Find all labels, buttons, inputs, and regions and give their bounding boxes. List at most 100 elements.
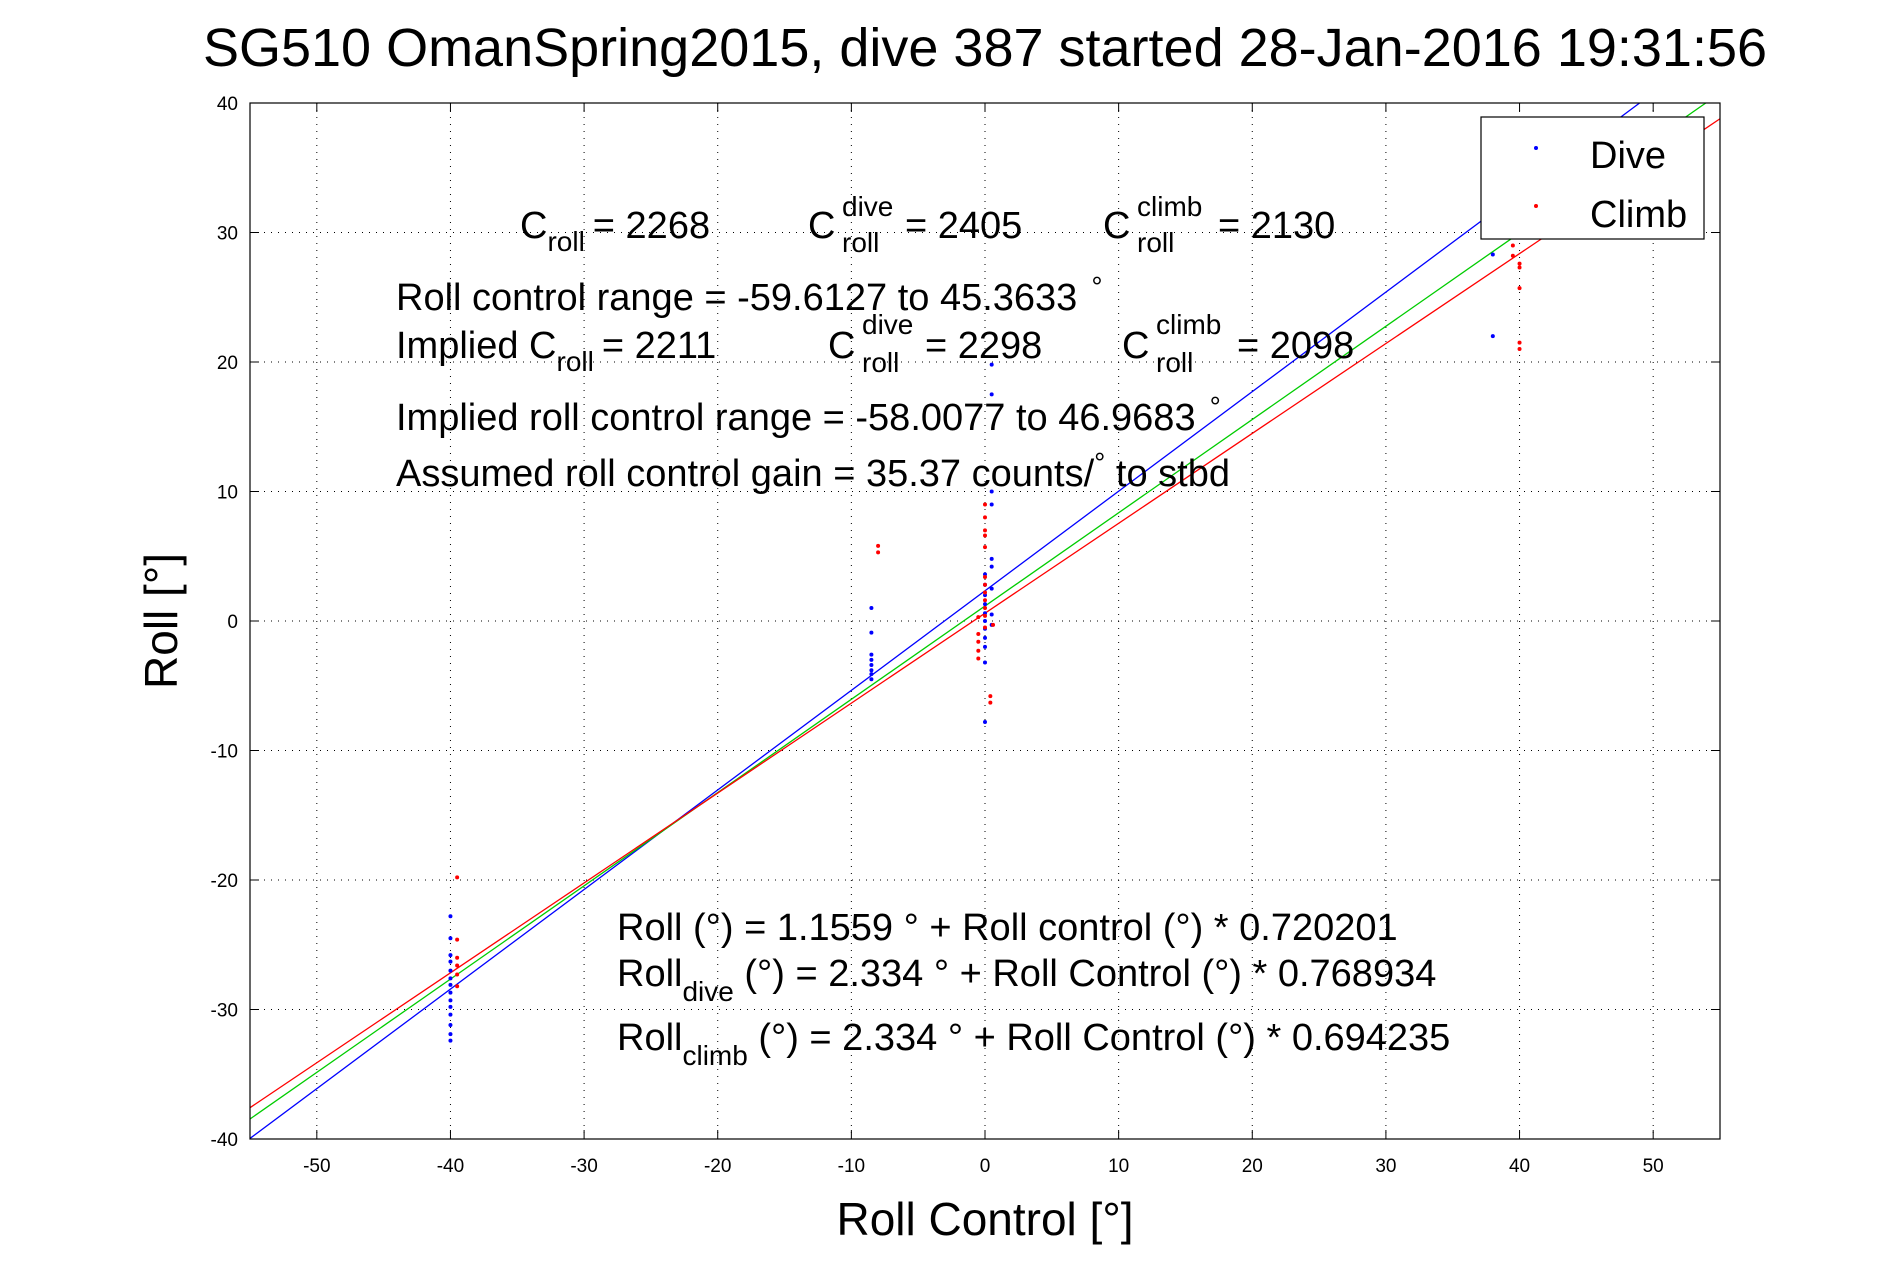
data-point xyxy=(989,362,994,367)
y-tick-label: -20 xyxy=(211,871,238,892)
data-point xyxy=(1510,253,1515,258)
data-point xyxy=(455,875,460,880)
x-tick-label: 20 xyxy=(1242,1156,1263,1177)
data-point xyxy=(869,606,874,611)
data-point xyxy=(983,502,987,507)
data-point xyxy=(448,1012,453,1017)
data-point xyxy=(1517,286,1522,291)
data-point xyxy=(983,598,987,603)
legend-box xyxy=(1480,116,1705,240)
chart-title: SG510 OmanSpring2015, dive 387 started 2… xyxy=(203,18,1767,78)
y-tick-label: 10 xyxy=(217,483,238,504)
data-point xyxy=(988,694,993,699)
x-tick-label: -20 xyxy=(704,1156,731,1177)
data-point xyxy=(869,677,874,682)
x-tick-label: -40 xyxy=(437,1156,464,1177)
data-point xyxy=(983,619,987,623)
x-tick-label: -30 xyxy=(570,1156,597,1177)
data-point xyxy=(448,914,453,919)
legend-dive-label: Dive xyxy=(1590,135,1666,177)
data-point xyxy=(455,937,460,942)
legend-climb-label: Climb xyxy=(1590,194,1687,236)
x-tick-labels: -50 -40 -30 -20 -10 0 10 20 30 40 50 xyxy=(303,1156,1664,1177)
data-point xyxy=(869,668,874,673)
data-point xyxy=(455,963,460,968)
data-point xyxy=(455,972,460,977)
assumed-gain: Assumed roll control gain = 35.37 counts… xyxy=(396,447,1230,495)
data-point xyxy=(448,982,453,987)
data-point xyxy=(983,590,987,595)
y-tick-label: 0 xyxy=(227,612,238,633)
data-point xyxy=(989,564,994,569)
data-point xyxy=(869,672,874,677)
legend: Dive Climb xyxy=(1480,116,1705,240)
x-tick-label: -10 xyxy=(838,1156,865,1177)
data-points xyxy=(448,243,1522,1043)
data-point xyxy=(976,639,981,644)
data-point xyxy=(1490,334,1495,339)
fit-line xyxy=(249,102,1641,1139)
plot-frame xyxy=(249,102,1721,1140)
data-point xyxy=(876,550,881,555)
y-tick-label: -10 xyxy=(211,742,238,763)
data-point xyxy=(448,1004,453,1009)
implied-roll-control-range: Implied roll control range = -58.0077 to… xyxy=(396,391,1221,439)
y-tick-label: 30 xyxy=(217,224,238,245)
x-axis-label: Roll Control [°] xyxy=(836,1193,1133,1245)
data-point xyxy=(1517,261,1522,266)
data-point xyxy=(983,582,987,587)
data-point xyxy=(983,613,987,618)
data-point xyxy=(869,663,874,668)
x-tick-label: 30 xyxy=(1375,1156,1396,1177)
x-tick-label: 10 xyxy=(1108,1156,1129,1177)
data-point xyxy=(983,602,987,607)
y-tick-label: -40 xyxy=(211,1130,238,1151)
data-point xyxy=(976,656,981,661)
data-point xyxy=(1510,243,1515,248)
data-point xyxy=(991,622,996,627)
series-dive xyxy=(448,252,1495,1043)
legend-climb-marker xyxy=(1534,204,1538,208)
data-point xyxy=(448,1023,453,1028)
data-point xyxy=(455,955,460,960)
data-point xyxy=(988,700,993,705)
data-point xyxy=(448,959,453,964)
data-point xyxy=(976,631,981,636)
data-point xyxy=(1490,252,1495,257)
y-tick-labels: -40 -30 -20 -10 0 10 20 30 40 xyxy=(211,94,238,1151)
data-point xyxy=(983,644,987,649)
svg-text:Implied roll control range = -: Implied roll control range = -58.0077 to… xyxy=(396,391,1221,439)
legend-dive-marker xyxy=(1534,146,1538,150)
data-point xyxy=(1517,265,1522,270)
data-point xyxy=(455,984,460,989)
svg-text:Rollclimb (°) = 2.334 ° + Roll: Rollclimb (°) = 2.334 ° + Roll Control (… xyxy=(617,1017,1450,1071)
data-point xyxy=(448,1038,453,1043)
y-tick-label: 20 xyxy=(217,353,238,374)
y-tick-label: 40 xyxy=(217,94,238,115)
roll-control-range: Roll control range = -59.6127 to 45.3633… xyxy=(396,271,1103,319)
data-point xyxy=(869,630,874,635)
data-point xyxy=(448,953,453,958)
svg-text:Croll= 2268: Croll = 2268 xyxy=(520,205,710,257)
y-tick-label: -30 xyxy=(211,1001,238,1022)
data-point xyxy=(1517,347,1522,352)
data-point xyxy=(869,652,874,657)
y-axis-label: Roll [°] xyxy=(135,553,187,689)
data-point xyxy=(976,648,981,653)
implied-counts: Implied Croll = 2211 Cdive roll = 2298 Ccli… xyxy=(396,309,1354,378)
fit-line xyxy=(249,102,1707,1120)
data-point xyxy=(448,990,453,995)
data-point xyxy=(869,657,874,662)
svg-text:Implied Croll= 2211: Implied Croll = 2211 xyxy=(396,325,716,377)
svg-text:Rolldive (°) = 2.334 ° + Roll: Rolldive (°) = 2.334 ° + Roll Control (°… xyxy=(617,953,1436,1007)
data-point xyxy=(983,625,987,630)
fit-equations: Roll (°) = 1.1559 ° + Roll control (°) *… xyxy=(617,907,1450,1071)
data-point xyxy=(983,574,987,579)
data-point xyxy=(976,615,981,620)
data-point xyxy=(989,392,994,397)
svg-text:Assumed roll control gain = 35: Assumed roll control gain = 35.37 counts… xyxy=(396,447,1230,495)
data-point xyxy=(989,489,994,494)
